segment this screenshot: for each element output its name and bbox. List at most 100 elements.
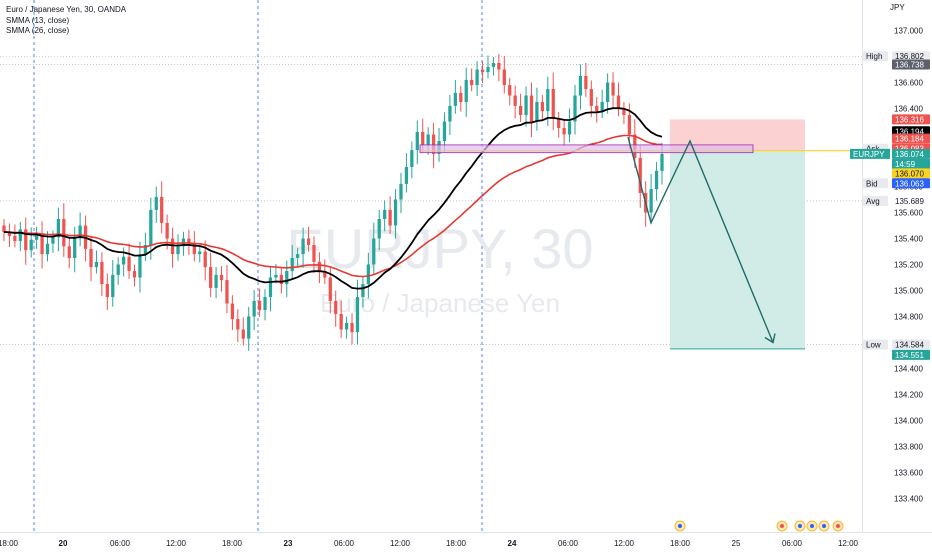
candle-body (105, 284, 109, 297)
candle-body (334, 300, 338, 314)
symbol-tag: EURJPY (853, 150, 885, 159)
time-tick-label: 18:00 (446, 539, 467, 548)
entry-price-badge[interactable]: 136.070 (895, 169, 924, 178)
position-tool[interactable] (670, 119, 805, 350)
candle-body (578, 76, 583, 96)
candle-body (421, 131, 425, 145)
candle-body (589, 89, 593, 106)
target-price-badge[interactable]: 134.551 (895, 351, 924, 360)
high-price-badge[interactable]: 136.802 (895, 52, 924, 61)
prev-high-badge[interactable]: 136.738 (895, 61, 924, 70)
price-tick-label: 136.400 (894, 105, 923, 114)
candle-body (34, 233, 39, 240)
candle-body (51, 237, 55, 244)
candle-body (491, 63, 496, 67)
candle-body (508, 85, 512, 96)
candle-body (518, 105, 523, 115)
candle-body (290, 258, 294, 271)
low-price-badge[interactable]: 134.584 (895, 341, 924, 350)
candle-body (40, 233, 44, 255)
candle-body (236, 319, 240, 330)
candle-body (89, 248, 93, 268)
candle-body (214, 274, 218, 288)
candle-body (24, 229, 28, 251)
candle-body (209, 267, 213, 288)
candle-body (388, 209, 392, 226)
candle-body (486, 66, 490, 73)
candle-body (317, 261, 322, 271)
candle-body (18, 229, 22, 242)
smma26-line (3, 134, 663, 278)
candle-body (219, 274, 224, 281)
candle-body (160, 196, 164, 223)
price-axis-unit: JPY (890, 3, 905, 12)
candle-body (383, 209, 387, 219)
candle-body (279, 274, 283, 284)
stop-price-badge-bg (892, 114, 930, 125)
candle-body (73, 238, 77, 258)
low-tag: Low (866, 341, 881, 350)
avg-tag-bg (862, 195, 888, 206)
economic-event-dot (678, 524, 682, 528)
candle-body (616, 95, 621, 109)
candle-body (502, 69, 506, 86)
candle-body (524, 95, 528, 115)
price-tick-label: 134.400 (894, 365, 923, 374)
candle-body (116, 264, 120, 275)
supply-zone-box[interactable] (419, 144, 754, 154)
take-profit-zone[interactable] (670, 151, 805, 349)
candle-body (366, 264, 370, 284)
candle-body (344, 323, 349, 330)
stop-price-badge[interactable]: 136.316 (895, 115, 924, 124)
candle-body (100, 261, 104, 284)
economic-event-dot (836, 524, 840, 528)
time-axis[interactable]: 18:00 20 06:00 12:00 18:00 23 06:00 12:00 18:00 2… (0, 520, 932, 548)
price-tick-label: 134.800 (894, 313, 923, 322)
candle-body (562, 128, 566, 135)
price-tick-label: 133.400 (894, 495, 923, 504)
bid-badge[interactable]: 136.063 (895, 179, 924, 188)
symbol-tag-bg (850, 148, 890, 159)
bid-tag: Bid (866, 179, 878, 188)
candles (2, 53, 664, 351)
time-tick-label: 20 (59, 539, 68, 548)
price-axis[interactable]: JPY137.000136.800136.600136.400136.20013… (850, 0, 930, 532)
drawings[interactable] (419, 136, 862, 344)
time-tick-label: 18:00 (222, 539, 243, 548)
candle-body (573, 95, 577, 122)
candle-body (285, 271, 289, 284)
candle-body (660, 154, 664, 171)
legend-smma26[interactable]: SMMA (26, close) (6, 26, 69, 35)
candle-body (442, 121, 447, 141)
candle-body (540, 102, 544, 112)
candle-body (453, 92, 457, 106)
candle-body (557, 118, 561, 128)
grid-layer (0, 0, 862, 532)
candle-body (622, 108, 626, 115)
smma26-badge[interactable]: 136.184 (895, 135, 924, 144)
candle-body (7, 232, 12, 236)
candle-body (268, 277, 273, 297)
candle-body (111, 274, 115, 297)
candle-body (627, 115, 632, 135)
price-tick-label: 133.800 (894, 443, 923, 452)
legend-smma13[interactable]: SMMA (13, close) (6, 16, 69, 25)
price-tick-label: 136.600 (894, 79, 923, 88)
time-tick-label: 18:00 (0, 539, 19, 548)
time-tick-label: 24 (508, 539, 517, 548)
avg-tag: Avg (866, 197, 880, 206)
smma13-badge[interactable]: 136.194 (895, 127, 924, 136)
avg-badge-bg (892, 195, 930, 206)
candle-body (138, 254, 142, 278)
price-tick-label: 133.600 (894, 469, 923, 478)
candle-body (29, 239, 33, 251)
price-tick-label: 134.200 (894, 391, 923, 400)
projection-path[interactable] (627, 136, 774, 343)
candle-body (361, 284, 365, 297)
avg-badge[interactable]: 135.689 (895, 197, 924, 206)
candle-body (355, 297, 360, 333)
last-price-badge[interactable]: 136.074 (895, 150, 924, 159)
candle-body (649, 189, 653, 213)
price-tick-label: 135.600 (894, 209, 923, 218)
